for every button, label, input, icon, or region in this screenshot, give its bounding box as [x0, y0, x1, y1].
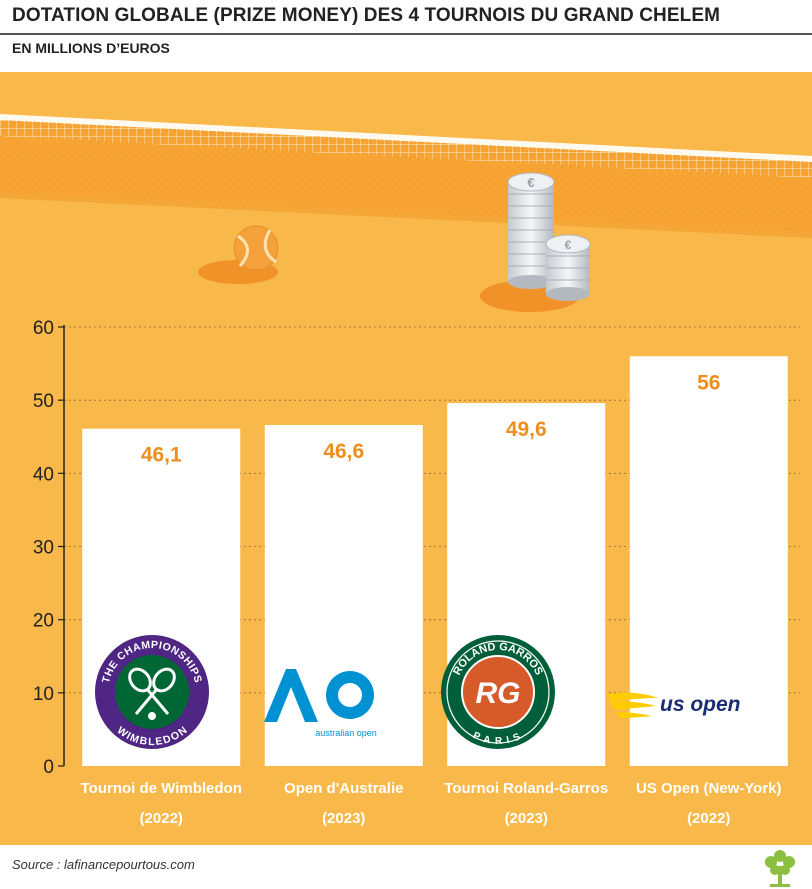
y-tick-label: 20	[33, 611, 54, 632]
x-tick-labels: Tournoi de Wimbledon (2022) Open d'Austral…	[81, 780, 782, 827]
chart-panel: € € 46,1 46,6 49,6 56 THE CHAMPIONSHIPS WIM…	[0, 72, 812, 845]
coins-stack-icon: € €	[480, 172, 591, 312]
y-tick-label: 0	[43, 757, 54, 778]
page-title: DOTATION GLOBALE (PRIZE MONEY) DES 4 TOU…	[12, 5, 721, 26]
bar-value-label: 56	[697, 371, 720, 394]
x-tick-label: (2022)	[687, 810, 730, 827]
x-tick-label: Tournoi de Wimbledon	[81, 780, 242, 797]
us-open-text: us open	[660, 693, 741, 716]
bar-value-label: 49,6	[506, 418, 547, 441]
chart-svg: € € 46,1 46,6 49,6 56 THE CHAMPIONSHIPS WIM…	[0, 114, 812, 827]
bar-value-label: 46,1	[141, 444, 182, 467]
australian-open-logo: australian open	[264, 669, 377, 738]
value-labels: 46,1 46,6 49,6 56	[141, 371, 721, 466]
y-tick-label: 60	[33, 318, 54, 339]
y-tick-label: 30	[33, 538, 54, 559]
wimbledon-logo: THE CHAMPIONSHIPS WIMBLEDON	[95, 635, 209, 749]
x-tick-label: (2023)	[505, 810, 548, 827]
roland-garros-logo: ROLAND GARROS PARIS RG	[441, 635, 555, 749]
y-gridlines	[58, 326, 800, 767]
svg-text:€: €	[565, 238, 572, 252]
x-tick-label: (2022)	[140, 810, 183, 827]
x-tick-label: US Open (New-York)	[636, 780, 782, 797]
svg-text:€: €	[527, 175, 534, 190]
roland-garros-mark: RG	[476, 677, 521, 710]
bar-value-label: 46,6	[323, 440, 364, 463]
page-subtitle: EN MILLIONS D’EUROS	[12, 40, 170, 56]
y-tick-label: 50	[33, 391, 54, 412]
us-open-logo: us open	[608, 692, 741, 718]
title-divider	[0, 33, 812, 35]
tree-logo-icon	[765, 850, 795, 887]
y-tick-label: 40	[33, 464, 54, 485]
x-tick-label: Tournoi Roland-Garros	[444, 780, 608, 797]
australian-open-text: australian open	[315, 728, 377, 738]
source-note: Source : lafinancepourtous.com	[12, 857, 195, 872]
tennis-ball-icon	[198, 225, 279, 284]
tennis-net-illustration	[0, 114, 812, 238]
x-tick-label: (2023)	[322, 810, 365, 827]
y-tick-label: 10	[33, 684, 54, 705]
x-tick-label: Open d'Australie	[284, 780, 403, 797]
y-tick-labels: 0 10 20 30 40 50 60	[33, 318, 54, 778]
